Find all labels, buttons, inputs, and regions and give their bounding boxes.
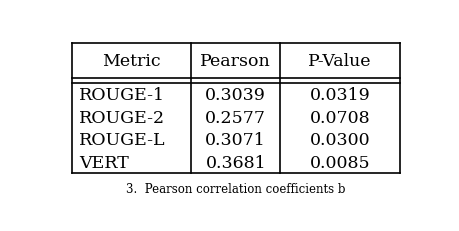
Text: 0.3681: 0.3681 (205, 154, 265, 171)
Text: 0.3039: 0.3039 (205, 87, 266, 104)
Text: 0.0300: 0.0300 (309, 131, 369, 149)
Text: 0.0319: 0.0319 (309, 87, 369, 104)
Text: ROUGE-2: ROUGE-2 (79, 109, 165, 126)
Text: 0.2577: 0.2577 (205, 109, 266, 126)
Text: 3.  Pearson correlation coefficients b: 3. Pearson correlation coefficients b (126, 182, 345, 195)
Text: ROUGE-1: ROUGE-1 (79, 87, 164, 104)
Text: P-Value: P-Value (308, 53, 371, 70)
Text: ROUGE-L: ROUGE-L (79, 131, 165, 149)
Text: VERT: VERT (79, 154, 129, 171)
Text: 0.3071: 0.3071 (205, 131, 266, 149)
Text: Pearson: Pearson (200, 53, 270, 70)
Text: 0.0085: 0.0085 (309, 154, 369, 171)
Text: 0.0708: 0.0708 (309, 109, 369, 126)
Text: Metric: Metric (102, 53, 161, 70)
